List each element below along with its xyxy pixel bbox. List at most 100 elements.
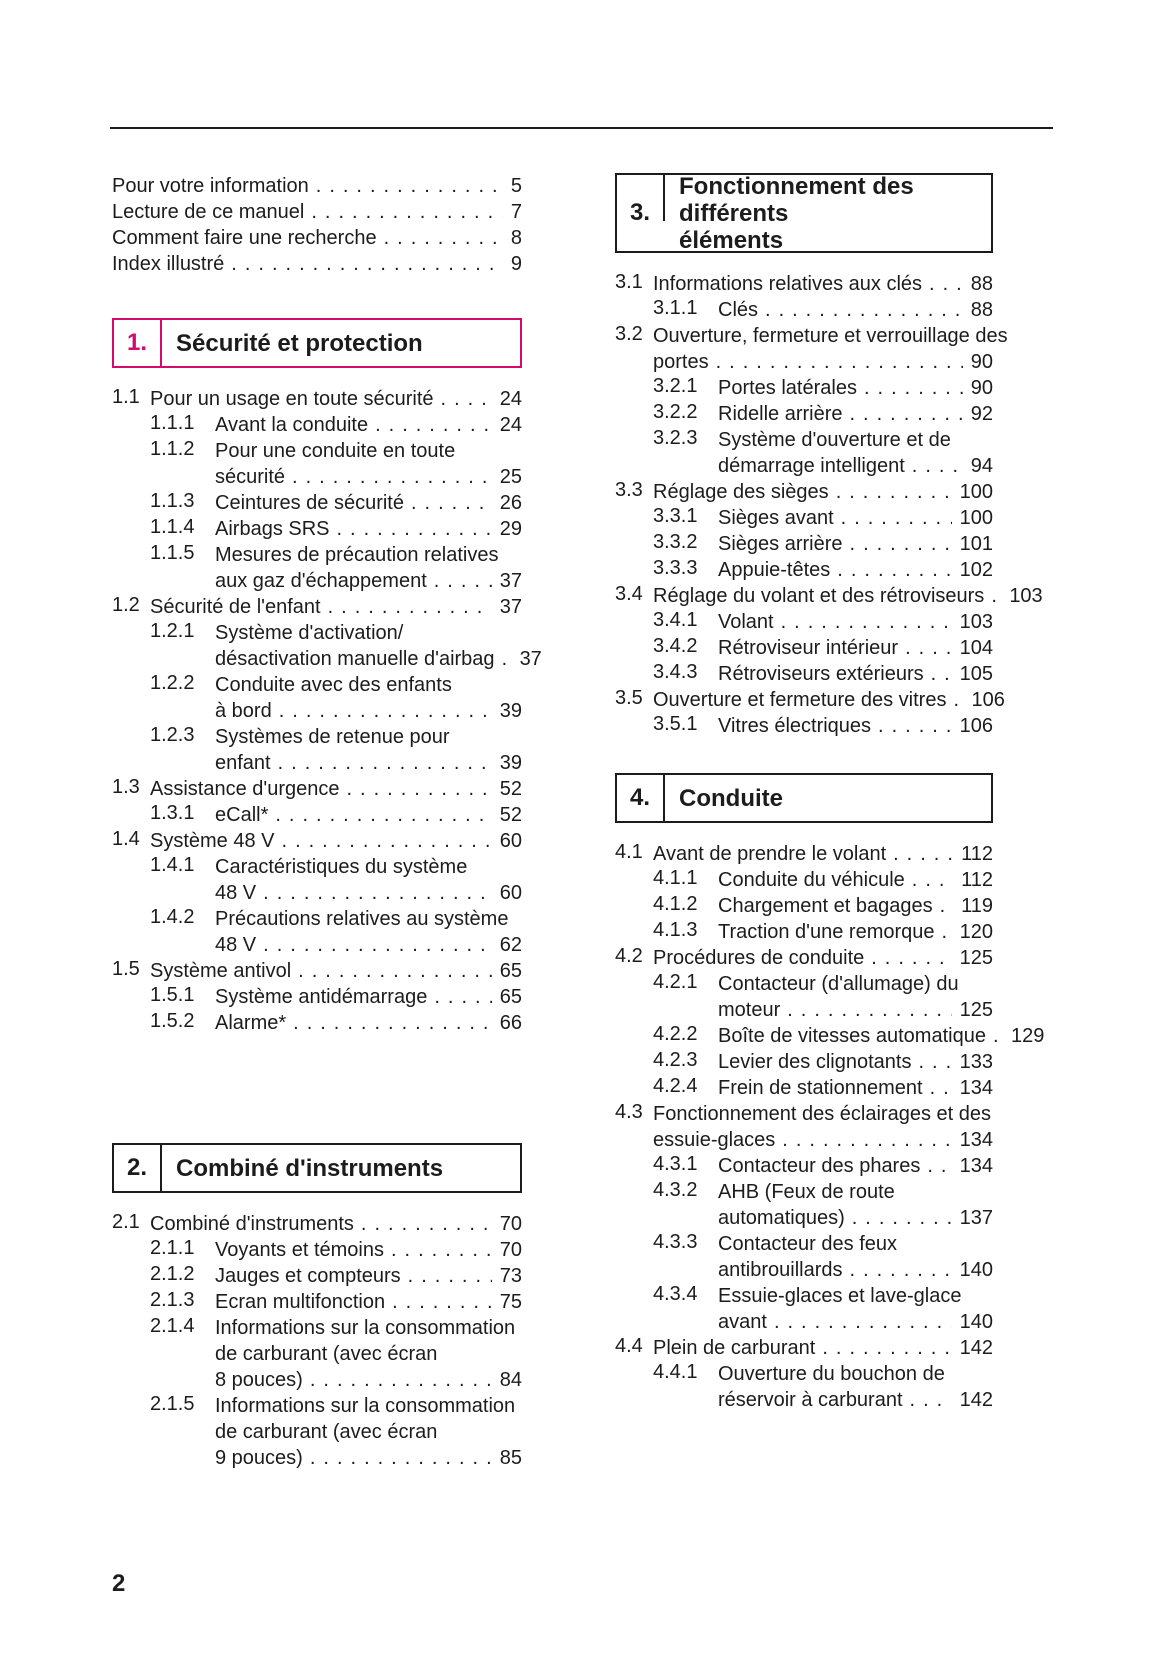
toc-entry-1.1.1[interactable]: 1.1.1 Avant la conduite 24 [112,412,522,438]
toc-entry-3.5[interactable]: 3.5 Ouverture et fermeture des vitres 106 [615,687,1005,713]
dot-leader [377,225,503,251]
section-2: 2. Combiné d'instruments 2.1 Combiné d'inst… [112,1143,522,1471]
toc-entry-3.2.2[interactable]: 3.2.2 Ridelle arrière 92 [615,401,993,427]
toc-entry-4.2.3[interactable]: 4.2.3 Levier des clignotants 133 [615,1049,993,1075]
toc-entry-4.3.3[interactable]: 4.3.3 Contacteur des feux antibrouillards 1… [615,1231,993,1283]
dot-leader [767,1309,952,1335]
entry-number: 4.1.3 [653,919,698,941]
toc-entry-4.3.1[interactable]: 4.3.1 Contacteur des phares 134 [615,1153,993,1179]
entry-number: 4.1.2 [653,893,698,915]
toc-entry-3.3.2[interactable]: 3.3.2 Sièges arrière 101 [615,531,993,557]
toc-entry-3.4.1[interactable]: 3.4.1 Volant 103 [615,609,993,635]
toc-entry-3.5.1[interactable]: 3.5.1 Vitres électriques 106 [615,713,993,739]
toc-entry-1.2.2[interactable]: 1.2.2 Conduite avec des enfants à bord 39 [112,672,522,724]
heading-divider [160,320,162,366]
toc-entry-1.5.1[interactable]: 1.5.1 Système antidémarrage 65 [112,984,522,1010]
entry-number: 4.3.4 [653,1283,698,1305]
toc-entry-2.1[interactable]: 2.1 Combiné d'instruments 70 [112,1211,522,1237]
toc-entry-3.3.1[interactable]: 3.3.1 Sièges avant 100 [615,505,993,531]
toc-entry[interactable]: Pour votre information 5 [112,173,522,199]
entry-label-line: Contacteur (d'allumage) du [718,973,959,995]
section-number: 3. [629,199,650,226]
toc-entry-4.2.2[interactable]: 4.2.2 Boîte de vitesses automatique 129 [615,1023,1044,1049]
toc-entry-4.4[interactable]: 4.4 Plein de carburant 142 [615,1335,993,1361]
toc-entry-1.3.1[interactable]: 1.3.1 eCall* 52 [112,802,522,828]
toc-entry-1.5[interactable]: 1.5 Système antivol 65 [112,958,522,984]
entry-body: Rétroviseurs extérieurs 105 [718,661,993,687]
toc-entry-4.4.1[interactable]: 4.4.1 Ouverture du bouchon de réservoir à … [615,1361,993,1413]
toc-entry-3.3.3[interactable]: 3.3.3 Appuie-têtes 102 [615,557,993,583]
section-title-line: Fonctionnement des différents [679,172,914,227]
entry-page-number: 37 [519,648,542,670]
toc-entry-4.3.4[interactable]: 4.3.4 Essuie-glaces et lave-glace avant 140 [615,1283,993,1335]
toc-entry-3.2.1[interactable]: 3.2.1 Portes latérales 90 [615,375,993,401]
toc-entry-1.2[interactable]: 1.2 Sécurité de l'enfant 37 [112,594,522,620]
entry-label: 8 pouces) [215,1369,303,1391]
entry-label: réservoir à carburant [718,1389,903,1411]
toc-entry-4.1.2[interactable]: 4.1.2 Chargement et bagages 119 [615,893,993,919]
toc-entry-1.1.2[interactable]: 1.1.2 Pour une conduite en toute sécurité 2… [112,438,522,490]
toc-entry-1.2.3[interactable]: 1.2.3 Systèmes de retenue pour enfant 39 [112,724,522,776]
toc-entry-2.1.4[interactable]: 2.1.4 Informations sur la consommation de … [112,1315,522,1393]
toc-entry-1.1.3[interactable]: 1.1.3 Ceintures de sécurité 26 [112,490,522,516]
entry-label: Traction d'une remorque [718,921,935,943]
toc-entry-4.3.2[interactable]: 4.3.2 AHB (Feux de route automatiques) 137 [615,1179,993,1231]
section-1: 1. Sécurité et protection 1.1 Pour un usage… [112,318,542,1036]
entry-page-number: 39 [499,700,522,722]
toc-entry[interactable]: Comment faire une recherche 8 [112,225,522,251]
toc-entry-3.1[interactable]: 3.1 Informations relatives aux clés 88 [615,271,993,297]
entry-label: Avant de prendre le volant [653,843,887,865]
toc-entry-1.1[interactable]: 1.1 Pour un usage en toute sécurité 24 [112,386,522,412]
dot-leader [834,505,952,531]
entry-page-number: 66 [499,1012,522,1034]
entry-label: Ridelle arrière [718,403,843,425]
toc-entry-1.4.2[interactable]: 1.4.2 Précautions relatives au système 48 … [112,906,522,958]
entry-number: 1.1.5 [150,542,195,564]
entry-number: 2.1.1 [150,1237,195,1259]
toc-entry-2.1.5[interactable]: 2.1.5 Informations sur la consommation de … [112,1393,522,1471]
toc-entry-4.2.1[interactable]: 4.2.1 Contacteur (d'allumage) du moteur 125 [615,971,993,1023]
toc-entry-1.1.5[interactable]: 1.1.5 Mesures de précaution relatives aux … [112,542,522,594]
entry-number: 3.2 [615,323,643,345]
entry-body: AHB (Feux de route automatiques) 137 [718,1179,993,1231]
toc-entry-3.2.3[interactable]: 3.2.3 Système d'ouverture et de démarrage … [615,427,993,479]
toc-entry-2.1.1[interactable]: 2.1.1 Voyants et témoins 70 [112,1237,522,1263]
toc-entry-3.4.3[interactable]: 3.4.3 Rétroviseurs extérieurs 105 [615,661,993,687]
toc-entry-4.1[interactable]: 4.1 Avant de prendre le volant 112 [615,841,993,867]
toc-entry-4.2.4[interactable]: 4.2.4 Frein de stationnement 134 [615,1075,993,1101]
toc-entry-3.1.1[interactable]: 3.1.1 Clés 88 [615,297,993,323]
toc-entry-3.3[interactable]: 3.3 Réglage des sièges 100 [615,479,993,505]
toc-entry-3.4.2[interactable]: 3.4.2 Rétroviseur intérieur 104 [615,635,993,661]
entry-label-line: Systèmes de retenue pour [215,726,450,748]
toc-entry-1.3[interactable]: 1.3 Assistance d'urgence 52 [112,776,522,802]
toc-entry-1.4.1[interactable]: 1.4.1 Caractéristiques du système 48 V 60 [112,854,522,906]
entry-body: Conduite du véhicule 112 [718,867,993,893]
toc-entry-1.2.1[interactable]: 1.2.1 Système d'activation/désactivation … [112,620,542,672]
toc-entry-3.4[interactable]: 3.4 Réglage du volant et des rétroviseurs… [615,583,1043,609]
entry-label-line: Mesures de précaution relatives [215,544,499,566]
toc-entry-3.2[interactable]: 3.2 Ouverture, fermeture et verrouillage … [615,323,1008,375]
entry-body: Combiné d'instruments 70 [150,1211,522,1237]
toc-entry[interactable]: Lecture de ce manuel 7 [112,199,522,225]
entry-page-number: 60 [499,830,522,852]
toc-entry-4.2[interactable]: 4.2 Procédures de conduite 125 [615,945,993,971]
entry-page-number: 37 [499,596,522,618]
entry-body: Pour votre information 5 [112,173,522,199]
entry-number: 3.4.2 [653,635,698,657]
toc-entry-2.1.2[interactable]: 2.1.2 Jauges et compteurs 73 [112,1263,522,1289]
toc-entry-1.4[interactable]: 1.4 Système 48 V 60 [112,828,522,854]
toc-entry-4.3[interactable]: 4.3 Fonctionnement des éclairages et des e… [615,1101,993,1153]
section-heading-box: 1. Sécurité et protection [112,318,522,368]
toc-entry-4.1.1[interactable]: 4.1.1 Conduite du véhicule 112 [615,867,993,893]
toc-entry[interactable]: Index illustré 9 [112,251,522,277]
entry-number: 1.4.2 [150,906,195,928]
toc-entry-4.1.3[interactable]: 4.1.3 Traction d'une remorque 120 [615,919,993,945]
toc-entry-1.1.4[interactable]: 1.1.4 Airbags SRS 29 [112,516,522,542]
entry-label: Assistance d'urgence [150,778,340,800]
toc-entry-2.1.3[interactable]: 2.1.3 Ecran multifonction 75 [112,1289,522,1315]
entry-body: Sécurité de l'enfant 37 [150,594,522,620]
entry-page-number: 90 [970,351,993,373]
toc-entry-1.5.2[interactable]: 1.5.2 Alarme* 66 [112,1010,522,1036]
entry-label-line: Ouverture, fermeture et verrouillage des [653,325,1008,347]
